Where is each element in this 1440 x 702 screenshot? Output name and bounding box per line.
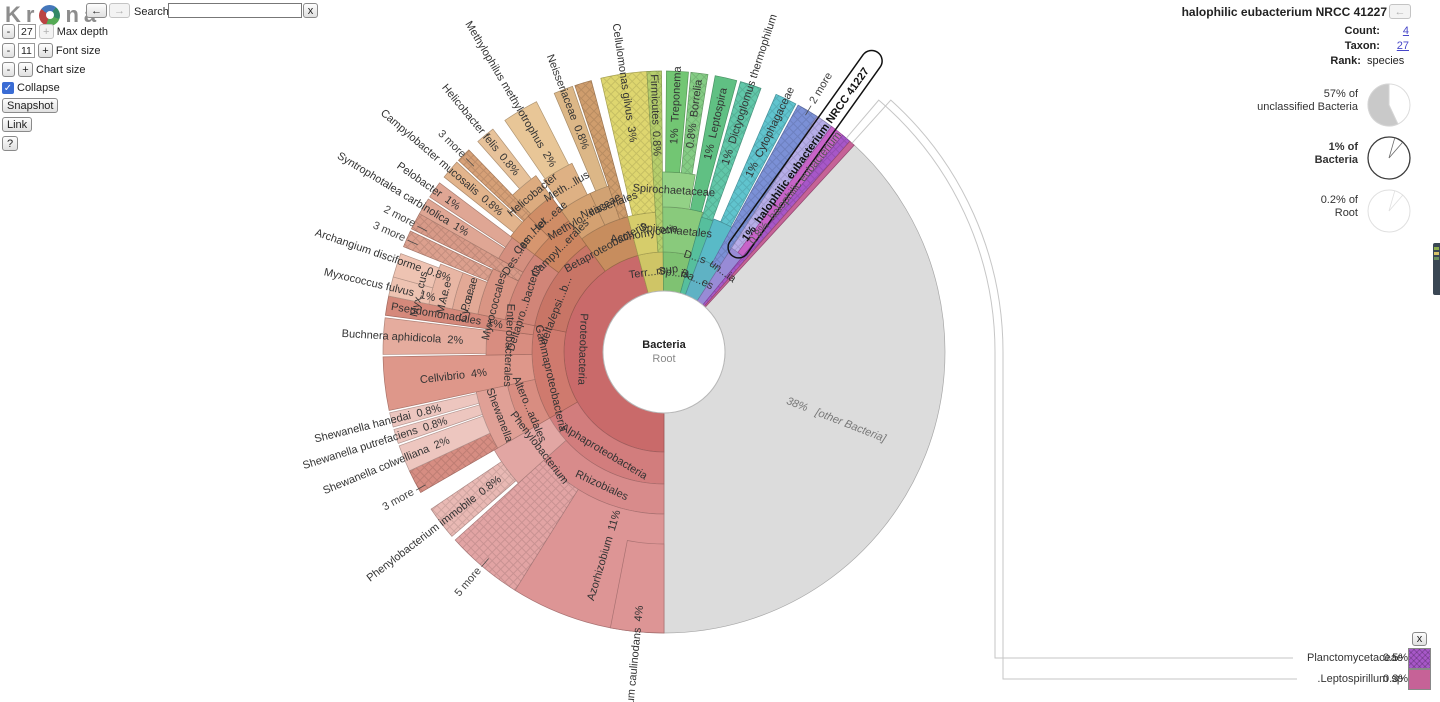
wedge-label[interactable]: M...e	[435, 289, 452, 316]
rank-row: Rank: species	[1330, 55, 1409, 67]
wedge-azorhizobium-caulinodans[interactable]	[609, 540, 665, 634]
wedge-label[interactable]: 1% Treponema	[668, 65, 684, 144]
selection-arrow-icon: ←	[1394, 5, 1406, 18]
snapshot-button[interactable]: Snapshot	[2, 98, 59, 113]
max-depth-value: 27	[18, 24, 36, 39]
wedge-methylophilus-methylotrophus[interactable]	[504, 101, 570, 180]
wedge-label[interactable]: 5 more —	[453, 554, 493, 599]
back-arrow-icon: ←	[91, 4, 102, 17]
taxon-label: Taxon:	[1344, 40, 1380, 52]
wedge-label[interactable]: Sp...ia	[657, 265, 690, 281]
wedge-label[interactable]: A...e	[437, 280, 455, 305]
selection-action-button[interactable]: ←	[1389, 4, 1411, 19]
legend-leader-line	[851, 99, 1297, 680]
search-input[interactable]	[168, 3, 302, 18]
wedge-label[interactable]: Proteobacteria	[575, 313, 590, 386]
wedge-helicobacter-felis[interactable]	[477, 128, 532, 190]
pie-label-unclassified: 57% of unclassified Bacteria	[1257, 88, 1358, 114]
legend-close-button[interactable]: x	[1412, 632, 1427, 646]
krona-logo: K r n a	[5, 2, 96, 28]
center-label[interactable]: Bacteria	[642, 339, 686, 351]
collapse-checkbox[interactable]: ✓	[2, 82, 14, 94]
legend-row-name: Leptospirillum sp.	[1317, 673, 1403, 685]
pie-of-text: Bacteria	[1314, 154, 1358, 166]
wedge-buchnera-aphidicola[interactable]	[382, 317, 488, 355]
pie-unclassified-bacteria	[1366, 82, 1412, 131]
legend-swatch-planctomycetaceae	[1408, 648, 1431, 669]
pie-bacteria	[1366, 135, 1412, 184]
pie-pct-text: 1% of	[1328, 141, 1358, 153]
pie-of-text: Root	[1334, 207, 1358, 219]
max-depth-plus-button[interactable]: +	[38, 24, 54, 39]
wedge-shewanella-hanedai[interactable]	[389, 393, 480, 428]
logo-letter: r	[25, 2, 35, 27]
pie-label-root: 0.2% of Root	[1321, 194, 1358, 220]
edge-tab-stripe	[1434, 257, 1439, 260]
max-depth-control: - 27 + Max depth	[2, 24, 108, 39]
search-clear-button[interactable]: x	[303, 3, 318, 18]
font-size-plus-button[interactable]: +	[37, 43, 53, 58]
count-row: Count: 4	[1345, 25, 1410, 37]
font-size-label: Font size	[55, 44, 101, 57]
forward-arrow-icon: →	[114, 4, 125, 17]
chart-size-control: - + Chart size	[2, 62, 86, 77]
legend-row-pct: 0.5%	[1383, 652, 1409, 664]
rank-label: Rank:	[1330, 55, 1361, 67]
wedge-label[interactable]: 3 more —	[380, 479, 428, 513]
pie-root	[1366, 188, 1412, 237]
wedge-syntrophotalea-carbinolica[interactable]	[418, 198, 506, 259]
forward-button[interactable]: →	[109, 3, 130, 18]
krona-wheel-icon	[39, 4, 61, 26]
wedge-label[interactable]: Methylophilus methylotrophus 2%	[462, 19, 558, 169]
legend-row-pct: 0.3%	[1383, 673, 1409, 685]
close-x-icon: x	[1416, 633, 1423, 645]
wedge-label[interactable]: Spirochaetaceae	[632, 182, 715, 199]
taxon-value-link[interactable]: 27	[1396, 40, 1409, 52]
font-size-minus-button[interactable]: -	[2, 43, 15, 58]
logo-letter: n	[65, 2, 79, 27]
rank-value: species	[1367, 55, 1405, 67]
max-depth-minus-button[interactable]: -	[2, 24, 15, 39]
wedge-label[interactable]: Firmicutes 0.8%	[648, 74, 663, 156]
clear-x-icon: x	[307, 4, 314, 17]
edge-tab-stripe	[1434, 252, 1439, 255]
legend-leader-line	[845, 99, 1293, 659]
count-label: Count:	[1344, 25, 1380, 37]
taxon-row: Taxon: 27	[1345, 40, 1409, 52]
max-depth-label: Max depth	[56, 25, 109, 38]
collapse-control: ✓ Collapse	[2, 82, 60, 94]
pie-of-text: unclassified Bacteria	[1257, 101, 1358, 113]
edge-tab-stripe	[1434, 247, 1439, 250]
back-button[interactable]: ←	[86, 3, 107, 18]
selected-node-title: halophilic eubacterium NRCC 41227	[1181, 5, 1387, 19]
chart-size-minus-button[interactable]: -	[2, 62, 15, 77]
chart-size-label: Chart size	[36, 63, 86, 76]
help-button[interactable]: ?	[2, 136, 18, 151]
chart-size-plus-button[interactable]: +	[18, 62, 33, 77]
pie-pct-text: 0.2% of	[1320, 194, 1358, 206]
wedge-shewanella-colwelliana[interactable]	[398, 415, 491, 472]
search-label: Search:	[134, 6, 172, 18]
link-button[interactable]: Link	[2, 117, 33, 132]
pie-pct-text: 57% of	[1323, 88, 1358, 100]
font-size-value: 11	[18, 43, 35, 58]
pie-label-bacteria: 1% of Bacteria	[1315, 141, 1358, 167]
browser-edge-tab[interactable]	[1433, 243, 1440, 295]
wedge-label[interactable]: Enterobacterales	[501, 303, 517, 387]
count-value-link[interactable]: 4	[1402, 25, 1409, 37]
collapse-label: Collapse	[17, 82, 60, 94]
font-size-control: - 11 + Font size	[2, 43, 101, 58]
center-sublabel: Root	[652, 353, 675, 365]
legend-row-name: Planctomycetaceae	[1307, 652, 1403, 664]
selected-wedge-outline[interactable]	[724, 46, 886, 262]
wedge-shewanella-putrefaciens[interactable]	[393, 404, 483, 444]
legend-swatch-leptospirillum	[1408, 669, 1431, 690]
logo-letter: K	[5, 2, 21, 27]
